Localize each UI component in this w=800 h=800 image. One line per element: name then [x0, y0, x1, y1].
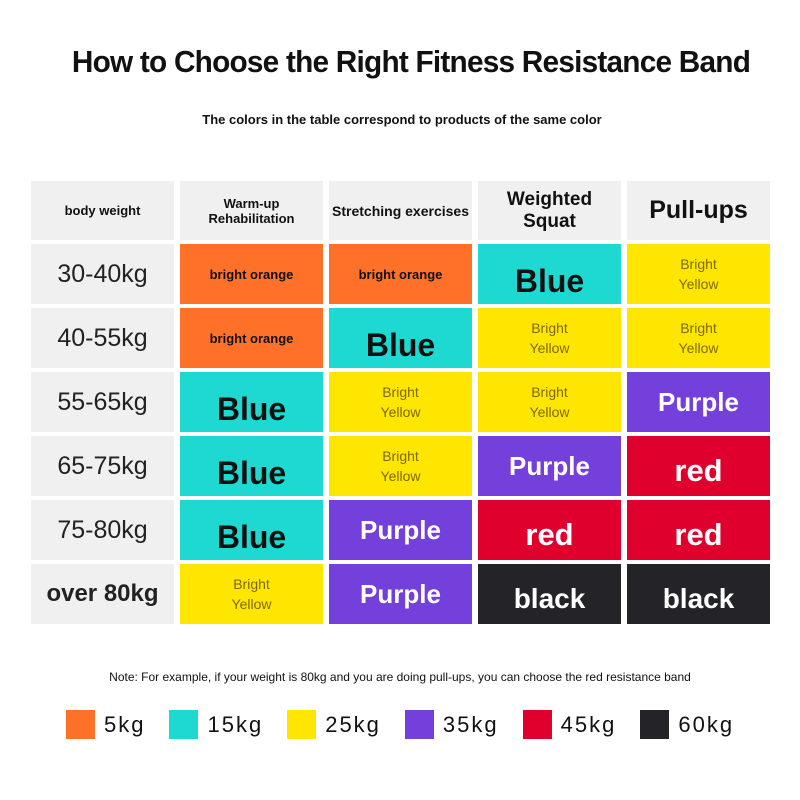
- column-header-0: body weight: [31, 181, 174, 240]
- row-weight-label: 40-55kg: [31, 308, 174, 368]
- band-color-cell: Bright Yellow: [329, 372, 472, 432]
- page-title: How to Choose the Right Fitness Resistan…: [71, 44, 751, 79]
- legend-label: 25kg: [325, 711, 381, 737]
- band-color-cell: red: [627, 436, 770, 496]
- band-color-cell: Blue: [180, 500, 323, 560]
- band-color-cell: Blue: [180, 436, 323, 496]
- legend-swatch: [640, 710, 670, 739]
- page-subtitle: The colors in the table correspond to pr…: [202, 112, 602, 127]
- row-weight-label: 75-80kg: [31, 500, 174, 560]
- band-color-cell: Bright Yellow: [478, 372, 621, 432]
- column-header-1: Warm-up Rehabilitation: [180, 181, 323, 240]
- legend-swatch: [287, 710, 317, 739]
- weight-legend: 5kg 15kg 25kg 35kg 45kg 60kg: [66, 710, 758, 739]
- band-color-cell: Purple: [329, 500, 472, 560]
- footnote: Note: For example, if your weight is 80k…: [109, 670, 691, 684]
- resistance-band-table: body weight Warm-up Rehabilitation Stretch…: [31, 181, 770, 624]
- band-color-cell: bright orange: [180, 308, 323, 368]
- legend-swatch: [404, 710, 434, 739]
- row-weight-label: 30-40kg: [31, 244, 174, 304]
- band-color-cell: Bright Yellow: [329, 436, 472, 496]
- band-color-cell: Bright Yellow: [478, 308, 621, 368]
- band-color-cell: red: [627, 500, 770, 560]
- band-color-cell: Blue: [180, 372, 323, 432]
- column-header-2: Stretching exercises: [329, 181, 472, 240]
- band-color-cell: Blue: [329, 308, 472, 368]
- row-weight-label: 65-75kg: [31, 436, 174, 496]
- row-weight-label: over 80kg: [31, 564, 174, 624]
- legend-label: 15kg: [207, 711, 264, 737]
- legend-item: 5kg: [66, 710, 145, 739]
- column-header-4: Pull-ups: [627, 181, 770, 240]
- legend-item: 60kg: [640, 710, 734, 739]
- band-color-cell: Bright Yellow: [627, 244, 770, 304]
- band-color-cell: black: [478, 564, 621, 624]
- legend-item: 25kg: [287, 710, 381, 739]
- legend-item: 45kg: [522, 710, 617, 739]
- row-weight-label: 55-65kg: [31, 372, 174, 432]
- legend-label: 5kg: [104, 711, 146, 737]
- band-color-cell: Bright Yellow: [627, 308, 770, 368]
- band-color-cell: Purple: [478, 436, 621, 496]
- band-color-cell: bright orange: [329, 244, 472, 304]
- column-header-3: Weighted Squat: [478, 181, 621, 240]
- band-color-cell: red: [478, 500, 621, 560]
- legend-label: 45kg: [560, 711, 617, 737]
- band-color-cell: bright orange: [180, 244, 323, 304]
- legend-swatch: [169, 710, 199, 739]
- legend-swatch: [66, 710, 95, 739]
- legend-label: 35kg: [442, 711, 499, 737]
- legend-item: 35kg: [404, 710, 499, 739]
- legend-swatch: [522, 710, 552, 739]
- band-color-cell: Purple: [627, 372, 770, 432]
- band-color-cell: Purple: [329, 564, 472, 624]
- band-color-cell: Bright Yellow: [180, 564, 323, 624]
- legend-label: 60kg: [678, 711, 735, 737]
- band-color-cell: black: [627, 564, 770, 624]
- band-color-cell: Blue: [478, 244, 621, 304]
- legend-item: 15kg: [169, 710, 263, 739]
